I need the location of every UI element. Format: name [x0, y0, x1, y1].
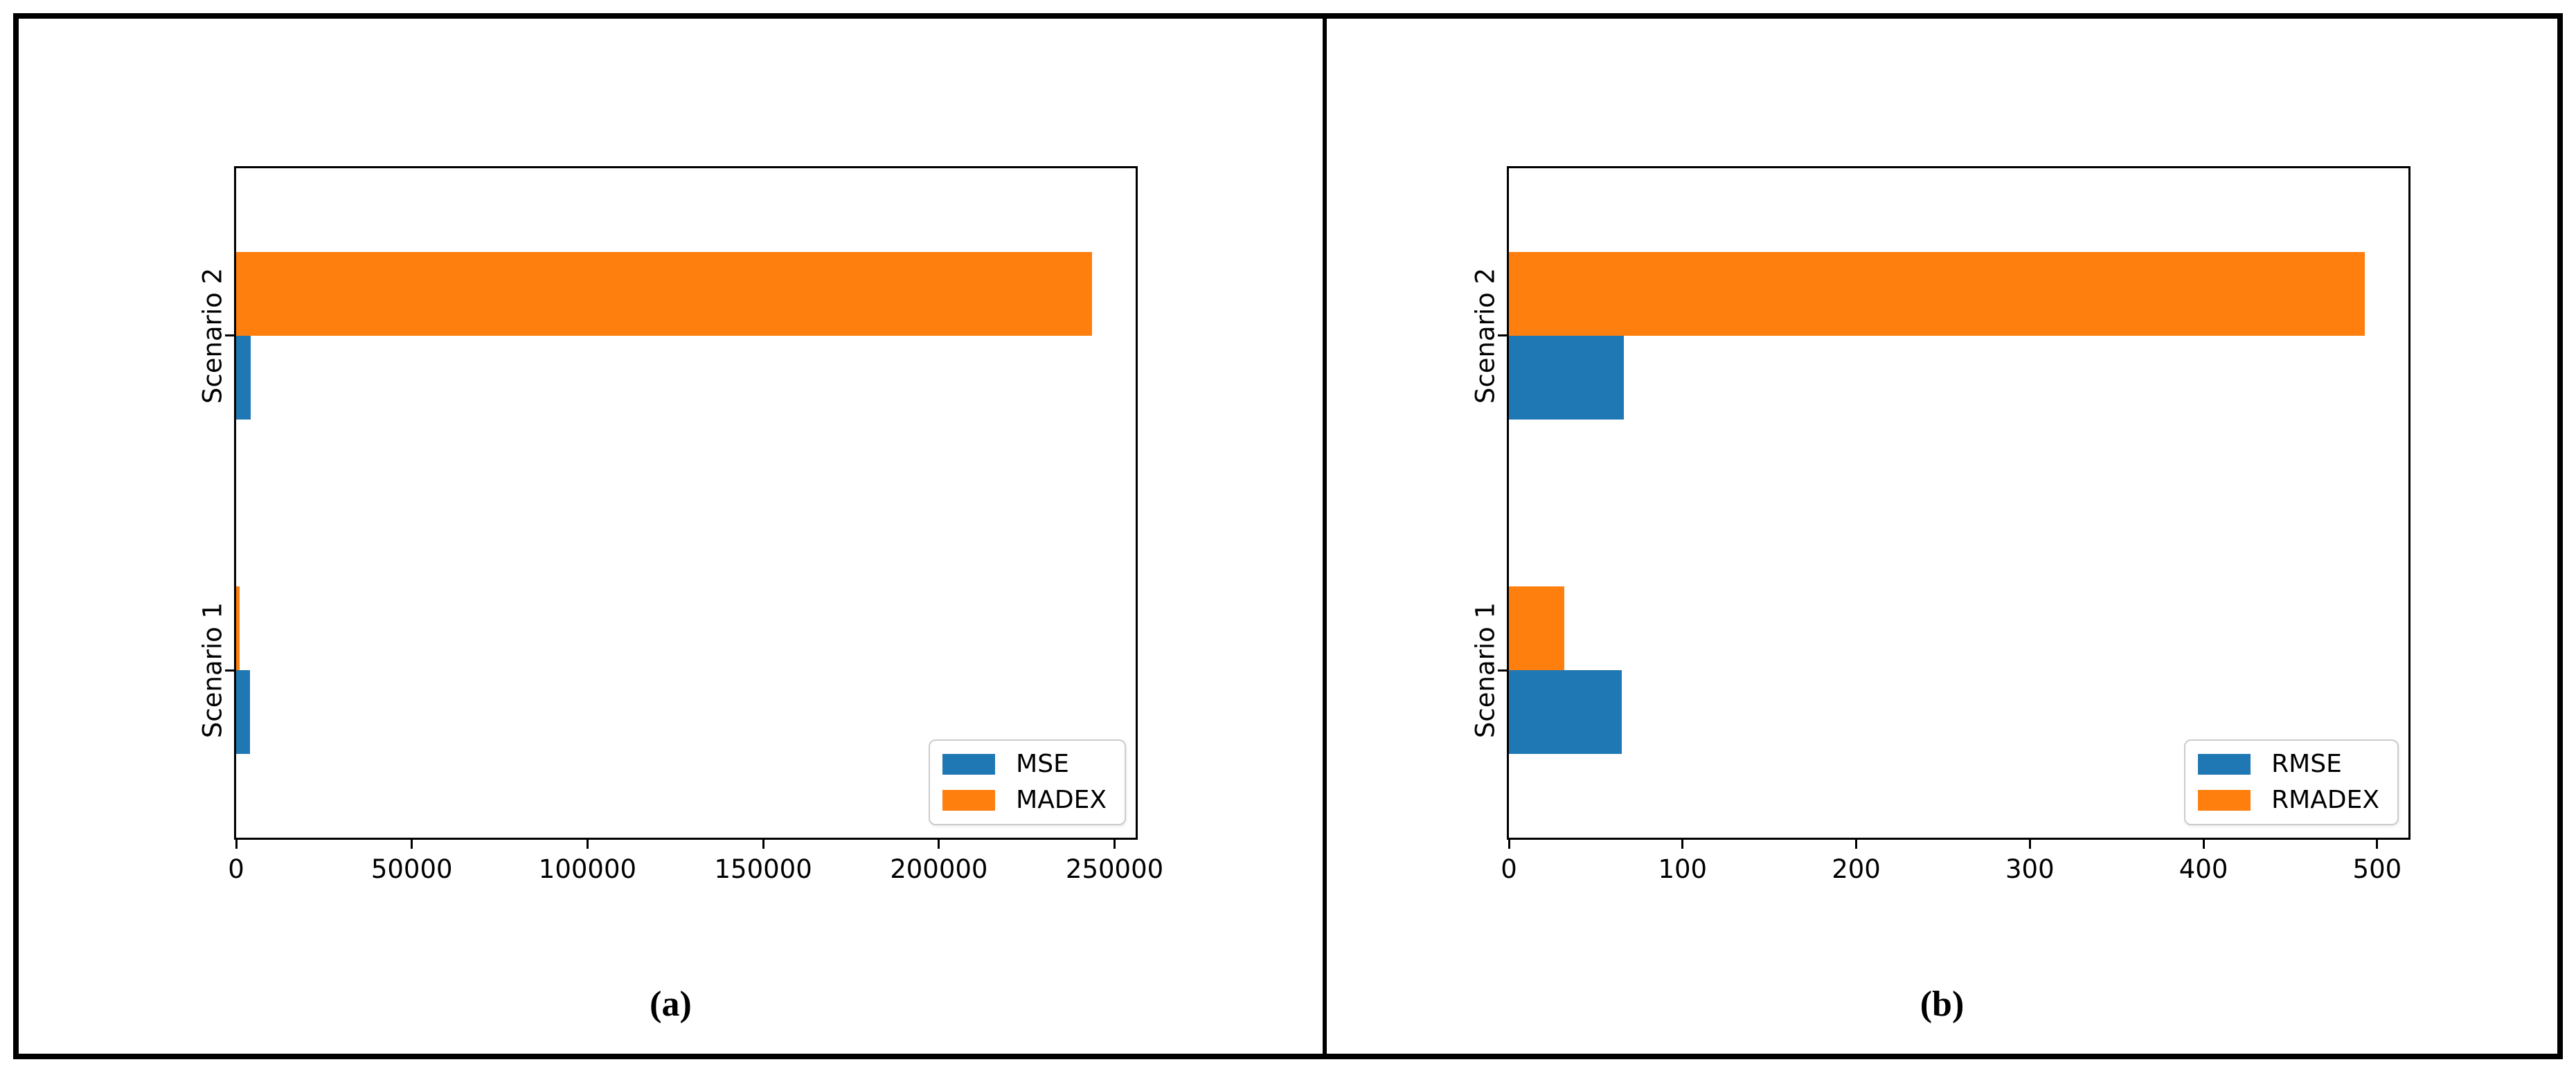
bar-rmse-scenario-2 — [1509, 335, 1624, 420]
bar-madex-scenario-1 — [236, 586, 240, 671]
x-tick-label: 50000 — [370, 854, 453, 884]
panel-divider — [1323, 13, 1327, 1059]
legend-label: RMADEX — [2271, 786, 2379, 814]
y-tick-mark — [1498, 334, 1507, 337]
bar-mse-scenario-1 — [236, 670, 251, 755]
x-tick-label: 200000 — [890, 854, 988, 884]
legend-row: RMSE — [2198, 752, 2379, 777]
legend-a: MSE MADEX — [929, 739, 1126, 825]
legend-row: MSE — [942, 752, 1107, 777]
y-tick-label-text: Scenario 2 — [197, 267, 228, 404]
legend-label: MADEX — [1016, 786, 1107, 814]
x-tick-mark — [2028, 840, 2031, 849]
x-tick-mark — [411, 840, 413, 849]
x-tick-label: 0 — [228, 854, 244, 884]
x-tick-mark — [938, 840, 940, 849]
x-tick-label: 400 — [2179, 854, 2228, 884]
bar-rmadex-scenario-2 — [1509, 251, 2365, 336]
caption-a: (a) — [650, 984, 692, 1024]
x-tick-mark — [1508, 840, 1510, 849]
x-tick-label: 0 — [1501, 854, 1517, 884]
x-tick-label: 150000 — [714, 854, 812, 884]
legend-swatch-madex — [942, 790, 996, 811]
y-tick-label-text: Scenario 2 — [1470, 267, 1501, 404]
x-tick-label: 300 — [2005, 854, 2055, 884]
x-tick-mark — [1855, 840, 1858, 849]
x-tick-mark — [1681, 840, 1684, 849]
bar-madex-scenario-2 — [236, 251, 1092, 336]
y-tick-mark — [1498, 669, 1507, 672]
legend-swatch-rmse — [2198, 754, 2251, 775]
y-tick-mark — [225, 334, 234, 337]
y-tick-mark — [225, 669, 234, 672]
legend-label: RMSE — [2271, 750, 2342, 778]
bar-rmadex-scenario-1 — [1509, 586, 1565, 671]
x-tick-mark — [1113, 840, 1116, 849]
panel-b: RMSE RMADEX 0 100 200 300 400 500 Scenario 1 Sce… — [1327, 13, 2557, 1059]
x-tick-label: 500 — [2352, 854, 2402, 884]
panel-a: MSE MADEX 0 50000 100000 150000 200000 250000 S… — [19, 13, 1323, 1059]
y-tick-label-text: Scenario 1 — [1470, 602, 1501, 739]
y-tick-label-text: Scenario 1 — [197, 602, 228, 739]
x-tick-label: 100 — [1658, 854, 1708, 884]
x-tick-label: 250000 — [1065, 854, 1164, 884]
legend-swatch-rmadex — [2198, 790, 2251, 811]
x-tick-mark — [762, 840, 764, 849]
bar-rmse-scenario-1 — [1509, 670, 1622, 755]
legend-b: RMSE RMADEX — [2184, 739, 2399, 825]
plot-area-a: MSE MADEX 0 50000 100000 150000 200000 250000 S… — [198, 166, 1163, 884]
bar-mse-scenario-2 — [236, 335, 251, 420]
legend-row: RMADEX — [2198, 788, 2379, 813]
x-tick-label: 100000 — [538, 854, 637, 884]
caption-b: (b) — [1920, 984, 1965, 1024]
x-tick-mark — [2202, 840, 2205, 849]
x-tick-mark — [586, 840, 589, 849]
x-tick-mark — [2376, 840, 2379, 849]
legend-label: MSE — [1016, 750, 1069, 778]
x-tick-label: 200 — [1832, 854, 1881, 884]
legend-swatch-mse — [942, 754, 996, 775]
plot-area-b: RMSE RMADEX 0 100 200 300 400 500 Scenario 1 Sce… — [1471, 166, 2410, 884]
x-tick-mark — [235, 840, 238, 849]
legend-row: MADEX — [942, 788, 1107, 813]
